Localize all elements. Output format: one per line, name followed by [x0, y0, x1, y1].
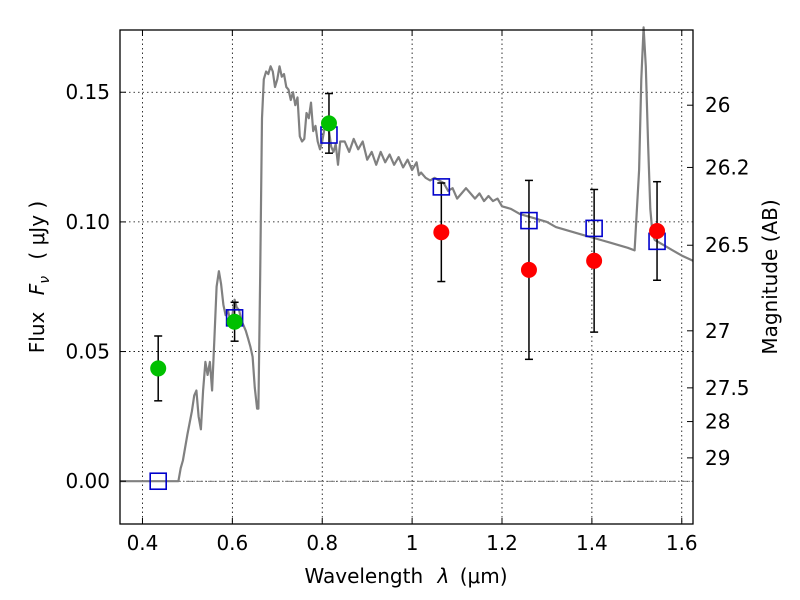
y-axis-label: Flux Fν ( μJy )	[25, 201, 54, 353]
y-tick-label: 0.15	[65, 80, 110, 104]
observed-point	[649, 222, 666, 239]
observed-point	[586, 252, 603, 269]
x-axis-label-symbol: λ	[437, 564, 450, 588]
y2-axis-label: Magnitude (AB)	[758, 199, 782, 354]
x-tick-label: 1.6	[666, 531, 698, 555]
x-tick-label: 0.6	[216, 531, 248, 555]
observed-point	[226, 313, 243, 330]
y2-tick-label: 27.5	[705, 376, 750, 400]
grid	[120, 30, 693, 524]
y2-tick-label: 26	[705, 93, 730, 117]
x-axis-label: Wavelength λ (μm)	[304, 564, 507, 588]
y-axis-label-main: Flux	[25, 311, 49, 353]
y-axis-label-symbol: F	[25, 283, 49, 295]
y-tick-label: 0.05	[65, 340, 110, 364]
y2-tick-label: 27	[705, 319, 730, 343]
y-axis-label-unit: ( μJy )	[25, 201, 49, 260]
model-band-point	[432, 178, 451, 196]
x-tick-label: 1.2	[486, 531, 518, 555]
x-axis-label-unit: (μm)	[460, 564, 508, 588]
y2-tick-label: 28	[705, 410, 730, 434]
y-tick-label: 0.00	[65, 469, 110, 493]
observed-point	[320, 115, 337, 132]
y2-tick-label: 29	[705, 446, 730, 470]
x-tick-label: 1	[406, 531, 419, 555]
model-band-point	[149, 472, 167, 491]
x-tick-label: 0.8	[306, 531, 338, 555]
x-tick-label: 0.4	[127, 531, 159, 555]
axis-ticks: 0.4 0.6 0.8 1 1.2 1.4 1.6 0.00 0.05 0.10 0.15 26 26.…	[65, 30, 750, 555]
y-axis-label-subscript: ν	[37, 276, 53, 284]
plot-area	[120, 30, 693, 524]
observed-point	[433, 224, 450, 241]
model-band-point	[585, 219, 603, 238]
y2-tick-label: 26.5	[705, 233, 750, 257]
y-tick-label: 0.10	[65, 210, 110, 234]
observed-point	[150, 360, 167, 377]
observed-points	[150, 115, 666, 377]
observed-point	[520, 261, 537, 278]
x-tick-label: 1.4	[576, 531, 608, 555]
x-axis-label-main: Wavelength	[304, 564, 423, 588]
model-band-point	[520, 211, 538, 230]
plot-frame	[119, 29, 694, 525]
y2-tick-label: 26.2	[705, 155, 750, 179]
